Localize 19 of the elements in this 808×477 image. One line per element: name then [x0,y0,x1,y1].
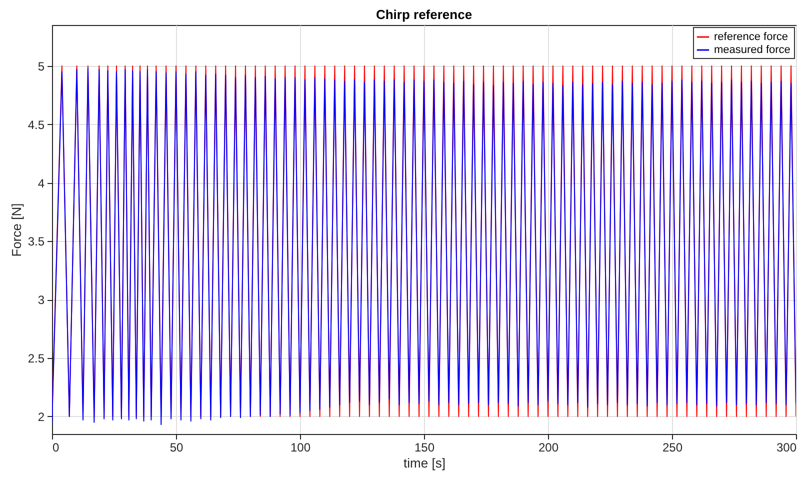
x-tick-label: 250 [662,440,683,454]
legend-label: reference force [714,31,788,43]
y-tick-label: 3.5 [28,234,45,249]
y-tick-label: 4.5 [28,118,45,132]
y-tick-label: 3 [38,293,45,308]
y-tick-label: 4 [38,176,45,190]
x-tick-label: 100 [290,440,311,454]
x-tick-label: 200 [538,440,559,454]
x-tick-label: 150 [414,440,435,454]
y-tick-label: 2 [38,410,45,424]
y-tick-label: 2.5 [28,352,45,366]
x-axis-title: time [s] [404,456,446,470]
legend-label: measured force [714,44,790,56]
x-tick-label: 300 [776,440,797,454]
chart-title: Chirp reference [376,7,472,22]
y-tick-label: 5 [38,59,45,74]
x-tick-label: 50 [170,440,184,454]
y-axis-title: Force [N] [8,203,24,257]
x-tick-label: 0 [52,440,60,454]
